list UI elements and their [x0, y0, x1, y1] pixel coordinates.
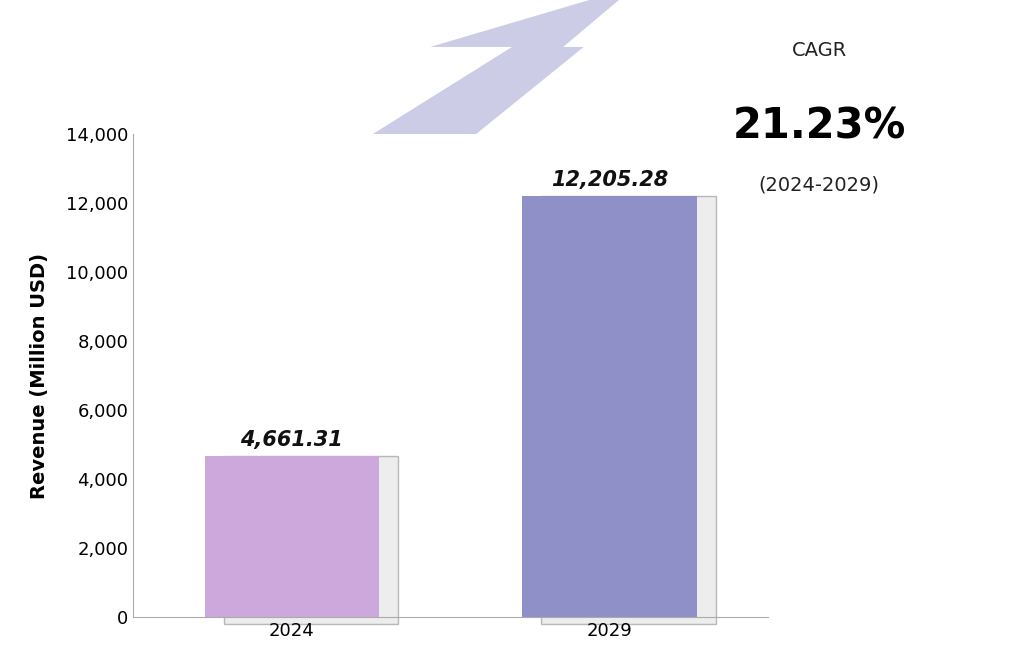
Text: 12,205.28: 12,205.28 [551, 170, 668, 190]
Text: 4,661.31: 4,661.31 [241, 430, 343, 450]
Bar [522, 196, 696, 617]
Text: CAGR: CAGR [792, 42, 847, 60]
FancyBboxPatch shape [541, 196, 716, 623]
Bar [205, 456, 379, 617]
Text: 21.23%: 21.23% [732, 105, 906, 148]
Y-axis label: Revenue (Million USD): Revenue (Million USD) [31, 253, 49, 499]
FancyBboxPatch shape [223, 456, 398, 623]
Text: (2024-2029): (2024-2029) [759, 176, 880, 195]
